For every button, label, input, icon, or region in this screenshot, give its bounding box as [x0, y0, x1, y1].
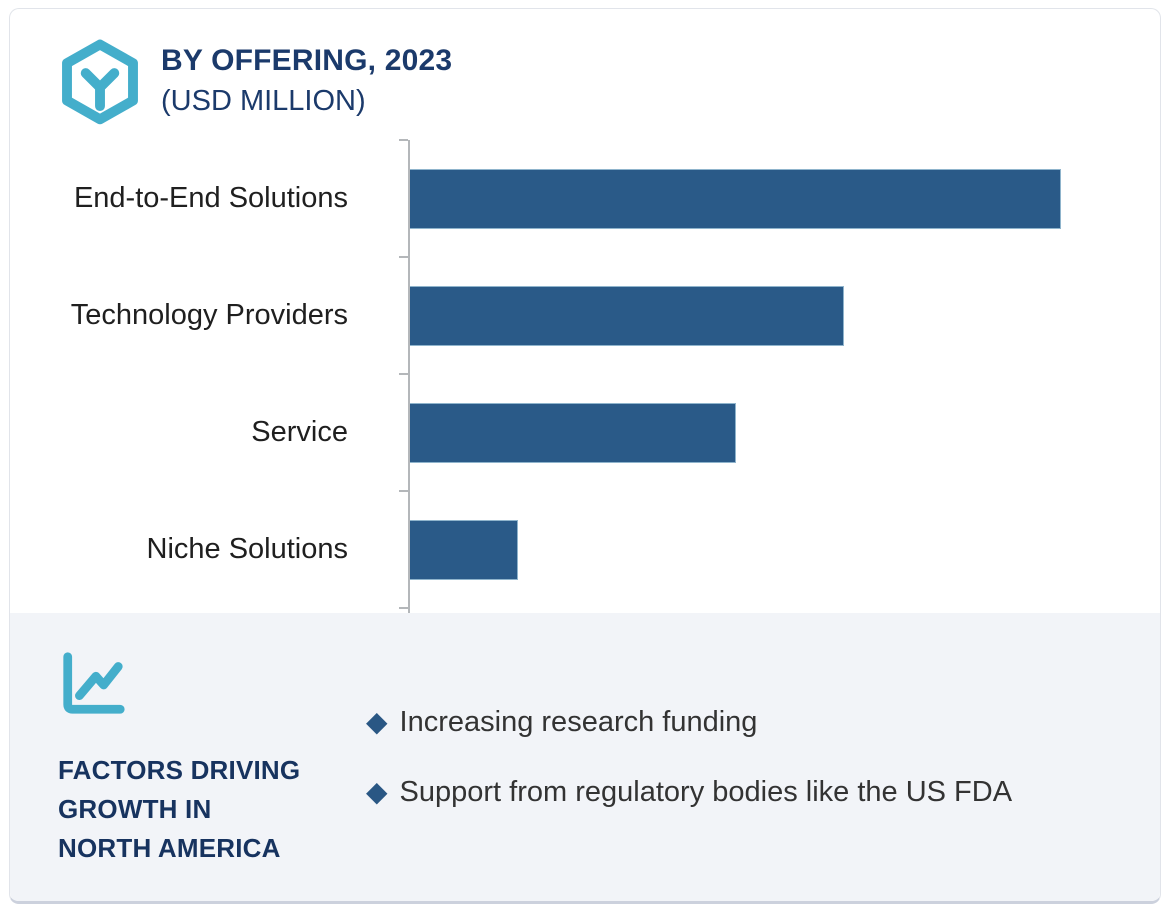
axis-tick	[399, 607, 408, 609]
chart-row: Technology Providers	[10, 257, 1160, 374]
category-label: Service	[251, 416, 348, 448]
axis-tick	[399, 490, 408, 492]
diamond-bullet-icon: ◆	[366, 706, 388, 737]
bar	[409, 285, 844, 346]
axis-tick	[399, 256, 408, 258]
bar	[409, 168, 1062, 229]
chart-title-line2: (USD MILLION)	[161, 85, 366, 117]
chart-row: Service	[10, 374, 1160, 491]
factors-panel: FACTORS DRIVING GROWTH IN NORTH AMERICA …	[10, 613, 1160, 901]
bar-track	[409, 402, 1159, 463]
category-label: Niche Solutions	[146, 533, 349, 565]
chart-row: End-to-End Solutions	[10, 140, 1160, 257]
bullet-text: Support from regulatory bodies like the …	[399, 776, 1013, 808]
category-label: End-to-End Solutions	[73, 182, 348, 214]
chart-title-line1: BY OFFERING, 2023	[161, 44, 453, 77]
line-chart-icon	[63, 652, 125, 714]
cube-hexagon-icon	[62, 39, 138, 125]
axis-tick	[399, 373, 408, 375]
bar-track	[409, 168, 1159, 229]
bar	[409, 519, 518, 580]
bar	[409, 402, 737, 463]
chart-row: Niche Solutions	[10, 491, 1160, 608]
chart-title: BY OFFERING, 2023 (USD MILLION)	[161, 41, 452, 121]
bar-track	[409, 285, 1159, 346]
category-label: Technology Providers	[70, 299, 348, 331]
chart-axis	[408, 140, 410, 619]
factors-heading: FACTORS DRIVING GROWTH IN NORTH AMERICA	[58, 755, 301, 863]
bullet-item: ◆ Increasing research funding	[366, 701, 1012, 743]
bar-track	[409, 519, 1159, 580]
infographic-card: BY OFFERING, 2023 (USD MILLION) End-to-E…	[9, 8, 1161, 904]
bar-chart: End-to-End Solutions Technology Providers…	[10, 140, 1160, 608]
bullet-item: ◆ Support from regulatory bodies like the…	[366, 771, 1012, 813]
diamond-bullet-icon: ◆	[366, 776, 388, 807]
axis-tick	[399, 139, 408, 141]
factors-bullet-list: ◆ Increasing research funding ◆ Support fro…	[366, 701, 1012, 813]
bullet-text: Increasing research funding	[399, 706, 758, 738]
